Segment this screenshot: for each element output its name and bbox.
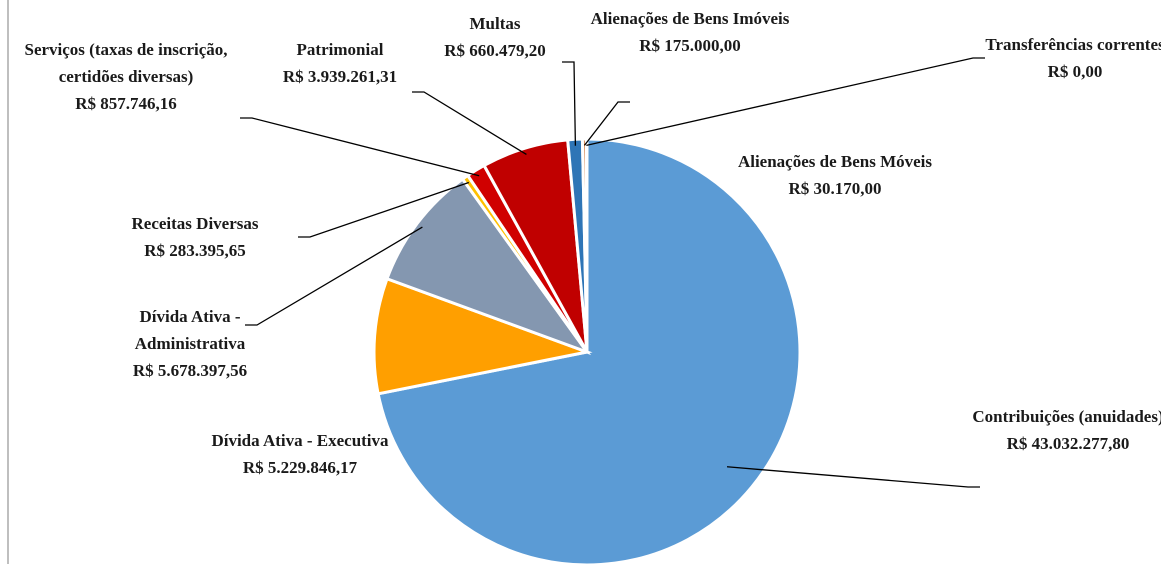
pie-slice [385, 177, 592, 356]
category-name: Transferências correntes [985, 35, 1161, 54]
category-name: Dívida Ativa - Administrativa [134, 307, 246, 353]
leader-line [298, 181, 470, 238]
leader-line [586, 57, 985, 147]
category-name: Alienações de Bens Móveis [737, 152, 933, 171]
value-label: R$ 5.678.397,56 [132, 361, 248, 380]
data-label: Alienações de Bens Imóveis R$ 175.000,00 [590, 5, 790, 59]
data-label: Receitas Diversas R$ 283.395,65 [90, 210, 300, 264]
value-label: R$ 175.000,00 [639, 36, 741, 55]
pie-slice [584, 137, 589, 353]
pie-slice [372, 276, 593, 396]
category-name: Patrimonial [296, 40, 384, 59]
leader-line [562, 61, 577, 146]
category-name: Receitas Diversas [131, 214, 259, 233]
value-label: R$ 43.032.277,80 [1006, 434, 1130, 453]
value-label: R$ 3.939.261,31 [282, 67, 398, 86]
data-label: Serviços (taxas de inscrição, certidões … [10, 36, 242, 117]
data-label: Contribuições (anuidades) R$ 43.032.277,8… [958, 403, 1161, 457]
data-label: Alienações de Bens Móveis R$ 30.170,00 [735, 148, 935, 202]
category-name: Multas [469, 14, 521, 33]
value-label: R$ 660.479,20 [444, 41, 546, 60]
value-label: R$ 5.229.846,17 [242, 458, 358, 477]
leader-line [726, 466, 980, 488]
data-label: Transferências correntes R$ 0,00 [985, 31, 1161, 85]
category-name: Dívida Ativa - Executiva [211, 431, 389, 450]
value-label: R$ 857.746,16 [75, 94, 177, 113]
category-name: Contribuições (anuidades) [972, 407, 1161, 426]
data-label: Patrimonial R$ 3.939.261,31 [240, 36, 440, 90]
category-name: Serviços (taxas de inscrição, certidões … [24, 40, 228, 86]
data-label: Dívida Ativa - Executiva R$ 5.229.846,17 [200, 427, 400, 481]
value-label: R$ 30.170,00 [788, 179, 882, 198]
value-label: R$ 0,00 [1047, 62, 1103, 81]
data-label: Dívida Ativa - Administrativa R$ 5.678.39… [95, 303, 285, 384]
data-label: Multas R$ 660.479,20 [410, 10, 580, 64]
leader-line [240, 117, 480, 177]
leader-line [412, 91, 527, 156]
leader-line [583, 101, 630, 146]
value-label: R$ 283.395,65 [144, 241, 246, 260]
leader-line [245, 226, 423, 326]
category-name: Alienações de Bens Imóveis [590, 9, 790, 28]
